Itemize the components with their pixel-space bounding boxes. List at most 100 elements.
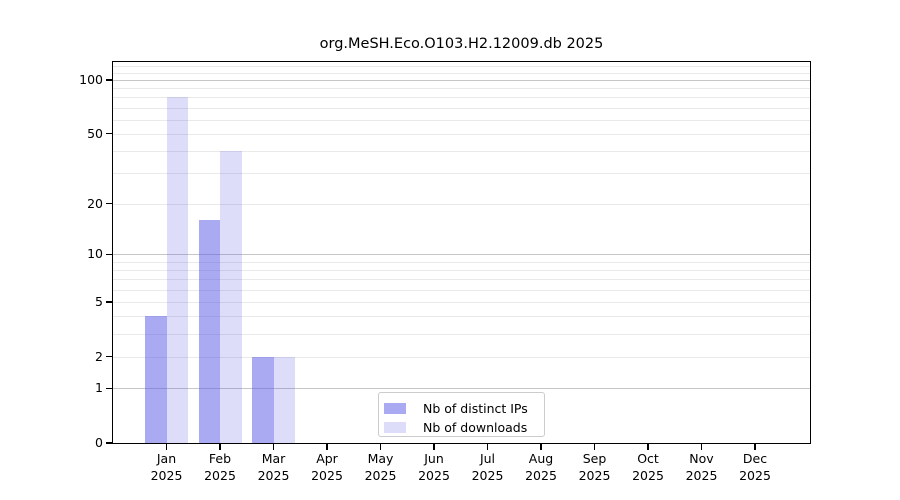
x-tick	[379, 444, 382, 450]
x-tick-label: Nov 2025	[670, 451, 734, 484]
x-tick-year: 2025	[578, 467, 611, 483]
x-tick	[326, 444, 328, 450]
bar-distinct-ips-feb	[198, 220, 220, 443]
x-tick-month: Jun	[424, 451, 444, 466]
y-tick-label: 10	[87, 246, 103, 262]
chart-title: org.MeSH.Eco.O103.H2.12009.db 2025	[319, 36, 604, 52]
x-tick-year: 2025	[418, 467, 450, 483]
x-tick-month: May	[367, 451, 394, 466]
legend-swatch-distinct-ips	[384, 403, 406, 414]
gridline-minor	[113, 72, 810, 74]
y-tick-label: 5	[95, 294, 103, 310]
gridline-minor	[113, 333, 810, 335]
gridline-minor	[113, 261, 810, 263]
x-tick-month: Sep	[582, 451, 607, 466]
x-tick	[593, 444, 596, 450]
gridline-minor	[113, 133, 810, 135]
legend: Nb of distinct IPs Nb of downloads	[378, 392, 545, 437]
x-tick-month: Apr	[316, 451, 338, 466]
gridline-minor	[113, 203, 810, 205]
gridline-minor	[113, 172, 810, 174]
x-tick-label: Jan 2025	[135, 451, 199, 484]
x-tick-year: 2025	[311, 467, 343, 483]
bar-distinct-ips-jan	[145, 316, 167, 443]
bar-downloads-feb	[220, 150, 242, 443]
y-tick-label: 2	[95, 348, 103, 364]
gridline-minor	[113, 107, 810, 109]
legend-entry-distinct-ips: Nb of distinct IPs	[384, 399, 544, 418]
y-tick	[106, 387, 113, 390]
x-tick-label: Oct 2025	[616, 451, 680, 484]
x-tick	[540, 444, 542, 450]
gridline-minor	[113, 88, 810, 90]
x-tick-label: Jul 2025	[456, 451, 520, 484]
x-tick	[754, 444, 756, 450]
y-tick	[106, 355, 113, 358]
x-tick-label: Aug 2025	[509, 451, 573, 484]
x-tick-month: Aug	[528, 451, 554, 466]
x-tick-year: 2025	[257, 467, 290, 483]
x-tick-label: Jun 2025	[402, 451, 466, 484]
x-tick-year: 2025	[471, 467, 504, 483]
x-tick	[272, 444, 275, 450]
gridline-minor	[113, 97, 810, 99]
y-tick	[106, 442, 113, 444]
y-tick-label: 20	[87, 195, 103, 211]
x-tick-label: Feb 2025	[188, 451, 252, 484]
legend-swatch-downloads	[384, 422, 406, 433]
y-tick	[106, 79, 113, 81]
x-tick-label: May 2025	[349, 451, 413, 484]
gridline-minor	[113, 119, 810, 121]
plot-area: Nb of distinct IPs Nb of downloads Jan 20…	[79, 61, 811, 483]
x-tick	[700, 444, 703, 450]
bar-distinct-ips-mar	[252, 356, 274, 443]
x-tick	[647, 444, 649, 450]
gridline-minor	[113, 270, 810, 272]
x-tick-month: Jan	[156, 451, 177, 466]
x-tick-year: 2025	[739, 467, 771, 483]
x-tick	[165, 444, 168, 450]
y-tick	[106, 202, 113, 205]
x-tick-label: Apr 2025	[295, 451, 359, 484]
y-tick-label: 50	[87, 125, 103, 141]
x-tick-year: 2025	[204, 467, 236, 483]
legend-label-downloads: Nb of downloads	[423, 420, 528, 435]
gridline-minor	[113, 356, 810, 358]
x-tick	[433, 444, 435, 450]
y-tick	[106, 301, 113, 303]
gridline-minor	[113, 289, 810, 291]
x-tick-month: Feb	[208, 451, 232, 466]
x-tick	[486, 444, 489, 450]
gridline-minor	[113, 316, 810, 318]
gridline-minor	[113, 279, 810, 281]
x-tick-year: 2025	[525, 467, 557, 483]
x-tick-year: 2025	[150, 467, 183, 483]
x-tick-label: Dec 2025	[723, 451, 787, 484]
x-tick-year: 2025	[364, 467, 397, 483]
x-tick-label: Sep 2025	[563, 451, 627, 484]
legend-entry-downloads: Nb of downloads	[384, 418, 544, 437]
x-tick-month: Mar	[261, 451, 286, 466]
bar-downloads-mar	[273, 356, 295, 443]
x-tick-year: 2025	[632, 467, 664, 483]
x-tick-year: 2025	[685, 467, 718, 483]
gridline-major	[113, 254, 810, 256]
x-tick-month: Dec	[742, 451, 768, 466]
x-tick-month: Oct	[637, 451, 659, 466]
bar-downloads-jan	[166, 97, 188, 443]
y-tick	[106, 133, 113, 135]
gridline-major	[113, 388, 810, 390]
x-tick-month: Jul	[479, 451, 496, 466]
x-tick	[219, 444, 221, 450]
gridline-minor	[113, 302, 810, 304]
x-tick-month: Nov	[689, 451, 714, 466]
legend-label-distinct-ips: Nb of distinct IPs	[423, 401, 528, 416]
x-tick-label: Mar 2025	[242, 451, 306, 484]
y-tick-label: 1	[95, 380, 103, 396]
y-tick-label: 100	[79, 72, 103, 88]
gridline-minor	[113, 65, 810, 67]
y-tick-label: 0	[95, 435, 103, 450]
gridline-minor	[113, 150, 810, 152]
y-tick	[106, 253, 113, 256]
